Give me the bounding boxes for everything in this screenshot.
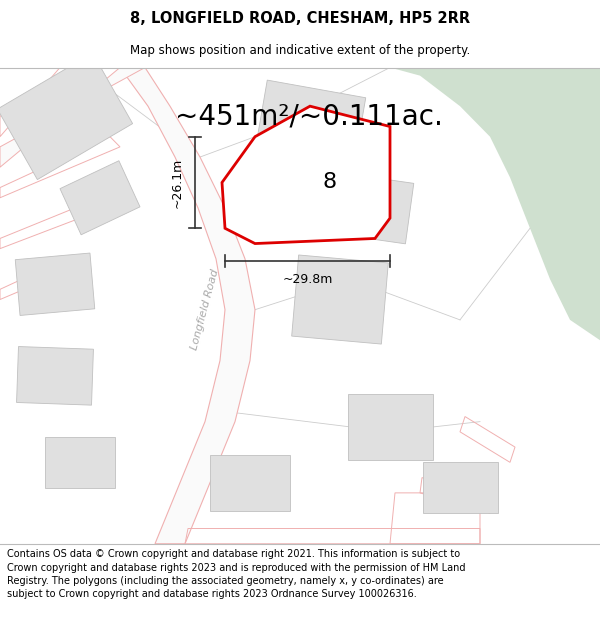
Polygon shape: [0, 68, 145, 168]
Polygon shape: [480, 340, 600, 544]
Text: Longfield Road: Longfield Road: [190, 268, 221, 351]
Polygon shape: [390, 68, 600, 340]
Text: ~29.8m: ~29.8m: [283, 272, 332, 286]
Polygon shape: [292, 255, 388, 344]
Text: ~26.1m: ~26.1m: [170, 158, 184, 208]
Text: 8, LONGFIELD ROAD, CHESHAM, HP5 2RR: 8, LONGFIELD ROAD, CHESHAM, HP5 2RR: [130, 11, 470, 26]
Polygon shape: [254, 80, 366, 173]
Text: Map shows position and indicative extent of the property.: Map shows position and indicative extent…: [130, 44, 470, 57]
Text: ~451m²/~0.111ac.: ~451m²/~0.111ac.: [175, 102, 443, 131]
Text: 8: 8: [323, 173, 337, 192]
Polygon shape: [422, 462, 497, 513]
Polygon shape: [222, 106, 390, 244]
Polygon shape: [326, 172, 414, 244]
Polygon shape: [60, 161, 140, 235]
Polygon shape: [0, 53, 133, 179]
Polygon shape: [210, 455, 290, 511]
Polygon shape: [120, 68, 255, 544]
Polygon shape: [17, 346, 94, 405]
Polygon shape: [15, 253, 95, 316]
Text: Contains OS data © Crown copyright and database right 2021. This information is : Contains OS data © Crown copyright and d…: [7, 549, 466, 599]
Polygon shape: [45, 437, 115, 488]
Polygon shape: [347, 394, 433, 460]
